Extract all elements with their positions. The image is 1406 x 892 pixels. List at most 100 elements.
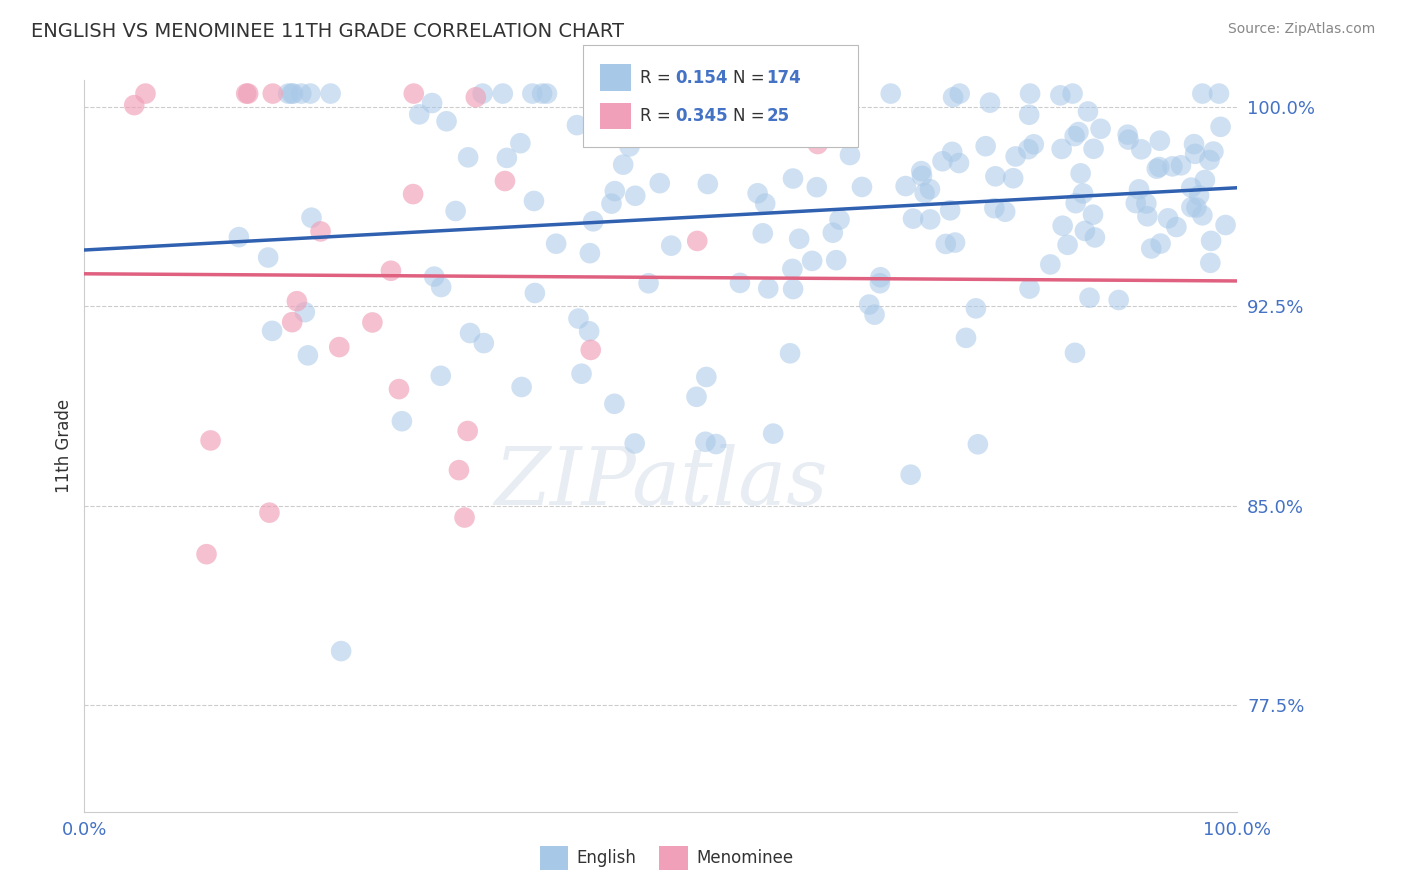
- Point: [1128, 182, 1150, 196]
- Point: [724, 87, 747, 101]
- Point: [444, 204, 467, 219]
- Point: [290, 87, 312, 101]
- Point: [901, 211, 924, 226]
- Point: [1090, 121, 1112, 136]
- Point: [869, 270, 891, 285]
- Text: English: English: [576, 849, 637, 867]
- Point: [579, 246, 602, 260]
- Point: [825, 253, 848, 268]
- Point: [1004, 149, 1026, 163]
- Point: [1084, 230, 1107, 244]
- Point: [1180, 180, 1202, 194]
- Point: [1182, 137, 1205, 152]
- Point: [1064, 346, 1087, 360]
- Point: [1071, 186, 1094, 201]
- Point: [330, 644, 353, 658]
- Point: [685, 390, 707, 404]
- Point: [979, 95, 1001, 110]
- Point: [949, 87, 972, 101]
- Point: [1067, 125, 1090, 139]
- Point: [1062, 87, 1084, 101]
- Point: [695, 434, 717, 449]
- Text: N =: N =: [733, 107, 769, 125]
- Point: [704, 87, 727, 101]
- Point: [1215, 218, 1237, 232]
- Point: [1083, 142, 1105, 156]
- Point: [880, 87, 903, 101]
- Point: [402, 87, 425, 101]
- Point: [1056, 237, 1078, 252]
- Point: [1078, 291, 1101, 305]
- Point: [1191, 208, 1213, 222]
- Point: [567, 311, 589, 326]
- Point: [1022, 137, 1045, 152]
- Point: [1019, 87, 1042, 101]
- Point: [200, 434, 222, 448]
- Point: [782, 282, 804, 296]
- Point: [496, 151, 519, 165]
- Point: [832, 87, 855, 101]
- Text: ZIPatlas: ZIPatlas: [494, 444, 828, 521]
- Point: [1209, 120, 1232, 134]
- Point: [1017, 142, 1039, 156]
- Point: [631, 112, 654, 126]
- Point: [648, 176, 671, 190]
- Point: [430, 280, 453, 294]
- Point: [910, 164, 932, 178]
- Point: [598, 87, 620, 101]
- Point: [579, 343, 602, 357]
- Point: [1199, 256, 1222, 270]
- Point: [612, 158, 634, 172]
- Point: [531, 87, 554, 101]
- Point: [510, 380, 533, 394]
- Point: [1074, 224, 1097, 238]
- Point: [955, 331, 977, 345]
- Point: [994, 204, 1017, 219]
- Point: [1191, 87, 1213, 101]
- Point: [869, 277, 891, 291]
- Point: [1188, 188, 1211, 202]
- Point: [779, 346, 801, 360]
- Point: [1002, 171, 1025, 186]
- Point: [464, 90, 486, 104]
- Point: [1149, 236, 1171, 251]
- Point: [571, 367, 593, 381]
- Point: [509, 136, 531, 151]
- Point: [696, 177, 718, 191]
- Point: [259, 506, 281, 520]
- Text: ENGLISH VS MENOMINEE 11TH GRADE CORRELATION CHART: ENGLISH VS MENOMINEE 11TH GRADE CORRELAT…: [31, 22, 624, 41]
- Point: [257, 251, 280, 265]
- Point: [262, 87, 284, 101]
- Point: [918, 182, 941, 196]
- Point: [402, 187, 425, 202]
- Point: [1052, 219, 1074, 233]
- Text: 174: 174: [766, 69, 801, 87]
- Point: [134, 87, 156, 101]
- Point: [238, 87, 260, 101]
- Point: [281, 315, 304, 329]
- Point: [458, 326, 481, 340]
- Point: [494, 174, 516, 188]
- Point: [1185, 201, 1208, 215]
- Point: [420, 96, 443, 111]
- Point: [391, 414, 413, 428]
- Point: [1050, 142, 1073, 156]
- Point: [911, 169, 934, 183]
- Point: [1202, 145, 1225, 159]
- Point: [1064, 196, 1087, 211]
- Point: [301, 211, 323, 225]
- Point: [436, 114, 458, 128]
- Point: [942, 90, 965, 104]
- Point: [1149, 134, 1171, 148]
- Point: [457, 150, 479, 164]
- Point: [297, 348, 319, 362]
- Point: [984, 169, 1007, 184]
- Point: [1081, 208, 1104, 222]
- Point: [1146, 161, 1168, 176]
- Point: [565, 118, 588, 132]
- Point: [423, 269, 446, 284]
- Point: [361, 315, 384, 329]
- Point: [1180, 200, 1202, 214]
- Point: [429, 368, 451, 383]
- Point: [939, 203, 962, 218]
